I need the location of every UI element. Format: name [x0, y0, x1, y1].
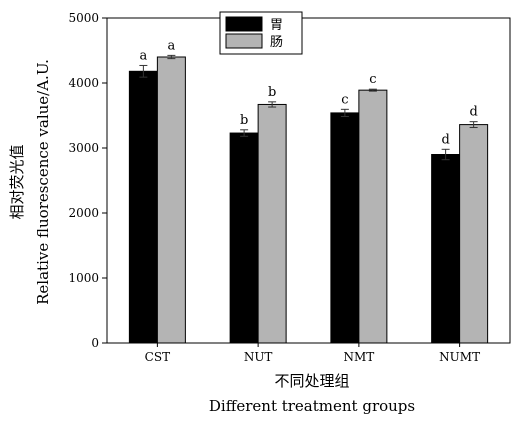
- bar-1-nmt: [330, 112, 360, 344]
- legend-label: 肠: [270, 35, 283, 50]
- bars: a a b b c c d d: [128, 38, 489, 344]
- x-tick-label: NMT: [343, 350, 374, 364]
- bar-2-nmt: [358, 89, 388, 344]
- significance-label: c: [369, 72, 376, 87]
- x-tick-label: CST: [145, 350, 170, 364]
- y-tick-label: 3000: [68, 141, 99, 155]
- significance-label: b: [240, 113, 248, 128]
- bar-2-nut: [257, 103, 287, 344]
- y-tick-label: 2000: [68, 206, 99, 220]
- x-axis-title-cn: 不同处理组: [274, 372, 349, 390]
- bar-1-cst: [128, 70, 158, 344]
- y-axis-title-en: Relative fluorescence value/A.U.: [34, 59, 52, 305]
- x-axis-title-en: Different treatment groups: [209, 397, 415, 415]
- bar-2-numt: [459, 124, 489, 344]
- significance-label: d: [441, 132, 449, 147]
- legend: 胃肠: [219, 11, 303, 55]
- bar-1-numt: [431, 154, 461, 344]
- significance-label: d: [469, 105, 477, 120]
- legend-swatch: [225, 16, 263, 32]
- significance-label: b: [268, 85, 276, 100]
- significance-label: a: [167, 38, 175, 53]
- y-tick-label: 4000: [68, 76, 99, 90]
- significance-label: a: [139, 48, 147, 63]
- plot-frame: [106, 17, 511, 344]
- x-tick-label: NUT: [244, 350, 273, 364]
- significance-label: c: [341, 92, 348, 107]
- x-tick-label: NUMT: [439, 350, 480, 364]
- bar-2-cst: [156, 56, 186, 344]
- y-tick-label: 5000: [68, 11, 99, 25]
- legend-label: 胃: [270, 18, 283, 33]
- axes: 0 1000 2000 3000 4000 5000 CST NUT NMT NUMT: [68, 11, 511, 364]
- y-tick-label: 0: [91, 336, 99, 350]
- bar-1-nut: [229, 132, 259, 344]
- y-axis-title-cn: 相对荧光值: [8, 144, 26, 219]
- legend-swatch: [225, 33, 263, 49]
- y-tick-label: 1000: [68, 271, 99, 285]
